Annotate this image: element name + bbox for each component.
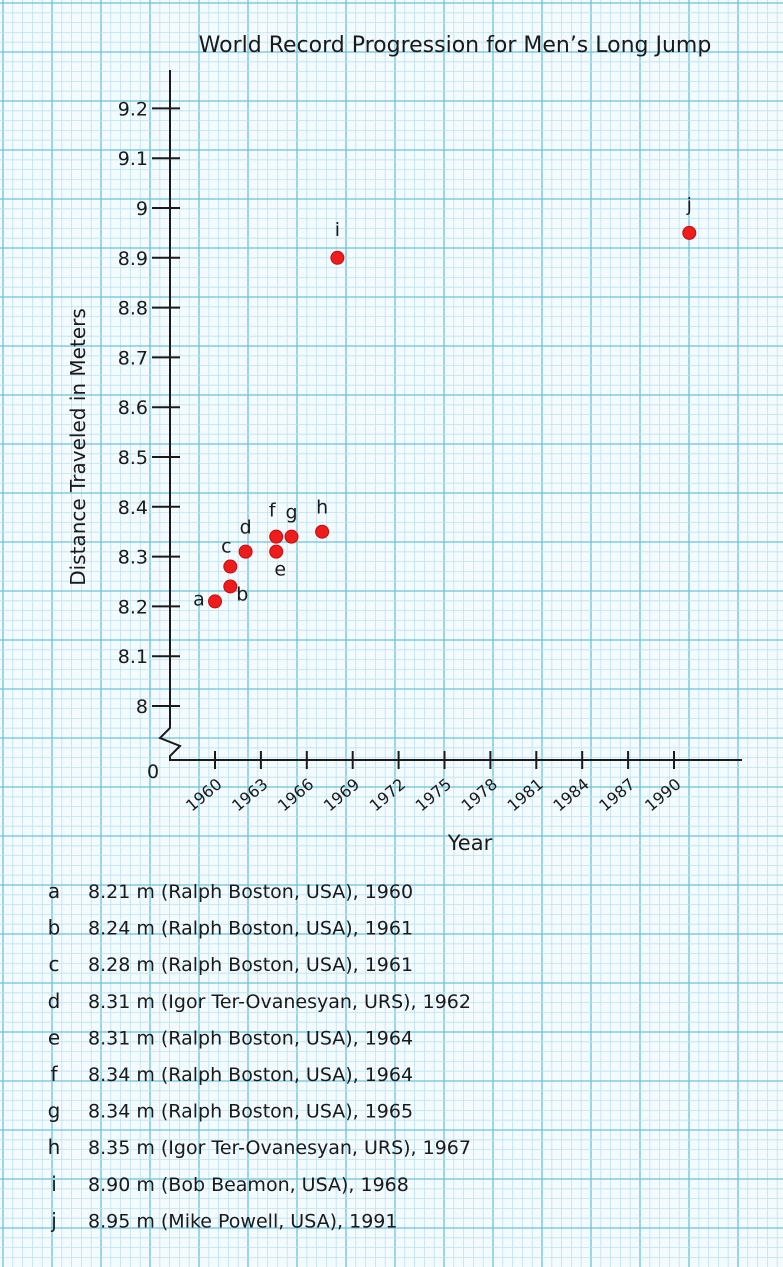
y-tick-label: 8.7 [118, 347, 148, 369]
y-tick-label: 8.2 [118, 596, 148, 618]
legend-item: d 8.31 m (Igor Ter-Ovanesyan, URS), 1962 [48, 989, 471, 1013]
x-tick-label: 1975 [412, 775, 455, 816]
legend-text: 8.95 m (Mike Powell, USA), 1991 [88, 1210, 397, 1232]
x-tick-label: 1981 [503, 775, 546, 816]
axes-lines [158, 70, 742, 761]
data-point-c [223, 559, 238, 574]
legend-letter: f [50, 1062, 58, 1086]
chart-title: World Record Progression for Men’s Long … [199, 33, 712, 58]
legend-text: 8.31 m (Igor Ter-Ovanesyan, URS), 1962 [88, 991, 471, 1013]
y-tick-label: 8.4 [118, 497, 148, 519]
legend-letter: d [48, 989, 61, 1013]
x-tick-label: 1966 [274, 775, 317, 816]
x-tick-label: 1978 [458, 775, 501, 816]
legend-letter: j [50, 1208, 57, 1232]
data-point-e [269, 544, 284, 559]
data-point-b [223, 579, 238, 594]
y-tick-label: 8 [136, 696, 148, 718]
legend-item: e 8.31 m (Ralph Boston, USA), 1964 [48, 1025, 413, 1049]
y-tick-label: 8.6 [118, 397, 148, 419]
legend-text: 8.21 m (Ralph Boston, USA), 1960 [88, 881, 413, 903]
point-label-h: h [316, 497, 328, 519]
x-tick-label: 1972 [366, 775, 409, 816]
legend-text: 8.34 m (Ralph Boston, USA), 1965 [88, 1101, 413, 1123]
data-point-f [269, 529, 284, 544]
data-point-h [315, 524, 330, 539]
y-tick-label: 8.1 [118, 646, 148, 668]
legend-text: 8.90 m (Bob Beamon, USA), 1968 [88, 1174, 409, 1196]
legend-item: j 8.95 m (Mike Powell, USA), 1991 [50, 1208, 397, 1232]
legend-letter: e [48, 1025, 60, 1049]
x-axis-label: Year [447, 831, 493, 855]
legend-item: c 8.28 m (Ralph Boston, USA), 1961 [49, 952, 414, 976]
legend-text: 8.24 m (Ralph Boston, USA), 1961 [88, 918, 413, 940]
x-tick-label: 1963 [228, 775, 271, 816]
legend-letter: i [51, 1172, 57, 1196]
point-label-b: b [236, 583, 248, 605]
axes [158, 70, 742, 761]
point-label-g: g [285, 502, 297, 524]
x-tick-label: 1990 [641, 775, 684, 816]
y-tick-label: 8.8 [118, 298, 148, 320]
point-label-d: d [240, 517, 252, 539]
legend-item: b 8.24 m (Ralph Boston, USA), 1961 [48, 916, 413, 940]
x-tick-label: 1987 [595, 775, 638, 816]
y-ticks: 9.2 9.1 9 8.9 8.8 8.7 8.6 8.5 8.4 8.3 8.2 8.1 8 [118, 98, 180, 718]
point-label-j: j [686, 194, 692, 216]
data-point-i [330, 250, 345, 265]
y-tick-label: 8.5 [118, 447, 148, 469]
data-point-g [284, 529, 299, 544]
legend-item: f 8.34 m (Ralph Boston, USA), 1964 [50, 1062, 413, 1086]
legend: a 8.21 m (Ralph Boston, USA), 1960 b 8.24 m… [48, 879, 471, 1232]
point-label-c: c [221, 536, 231, 558]
legend-text: 8.31 m (Ralph Boston, USA), 1964 [88, 1027, 413, 1049]
origin-label: 0 [147, 761, 159, 783]
data-point-j [682, 225, 697, 240]
point-label-i: i [335, 219, 340, 241]
legend-letter: b [48, 916, 61, 940]
legend-letter: c [49, 952, 60, 976]
legend-text: 8.34 m (Ralph Boston, USA), 1964 [88, 1064, 413, 1086]
point-label-e: e [274, 559, 286, 581]
x-tick-label: 1960 [182, 775, 225, 816]
y-tick-label: 9 [136, 198, 148, 220]
legend-text: 8.35 m (Igor Ter-Ovanesyan, URS), 1967 [88, 1137, 471, 1159]
legend-letter: h [48, 1135, 61, 1159]
legend-text: 8.28 m (Ralph Boston, USA), 1961 [88, 954, 413, 976]
point-label-a: a [193, 588, 205, 610]
y-tick-label: 9.1 [118, 148, 148, 170]
data-point-a [208, 594, 222, 609]
y-axis-label: Distance Traveled in Meters [66, 308, 90, 586]
data-point-d [238, 544, 253, 559]
legend-item: a 8.21 m (Ralph Boston, USA), 1960 [48, 879, 413, 903]
data-points: a b cde f g h i j [193, 194, 697, 610]
y-tick-label: 8.3 [118, 547, 148, 569]
legend-letter: a [48, 879, 60, 903]
point-label-f: f [269, 500, 277, 522]
legend-letter: g [48, 1099, 61, 1123]
y-tick-label: 9.2 [118, 98, 148, 120]
legend-item: i 8.90 m (Bob Beamon, USA), 1968 [51, 1172, 409, 1196]
y-tick-label: 8.9 [118, 248, 148, 270]
legend-item: g 8.34 m (Ralph Boston, USA), 1965 [48, 1099, 413, 1123]
legend-item: h 8.35 m (Igor Ter-Ovanesyan, URS), 1967 [48, 1135, 471, 1159]
